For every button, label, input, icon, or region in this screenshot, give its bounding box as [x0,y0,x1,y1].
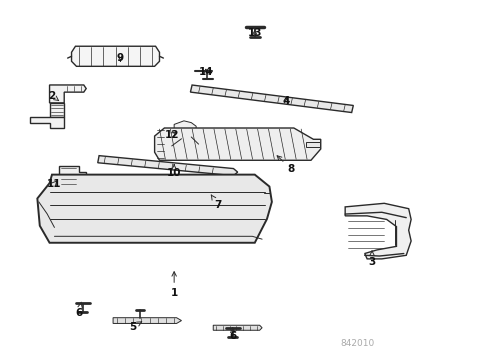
Polygon shape [30,117,64,128]
Text: 842010: 842010 [340,339,374,348]
Text: 6: 6 [229,328,236,341]
Text: 8: 8 [277,156,295,174]
Text: 7: 7 [211,195,222,210]
Text: 1: 1 [171,272,178,298]
Text: 12: 12 [165,130,179,140]
Polygon shape [49,85,86,103]
Text: 9: 9 [117,53,124,63]
Polygon shape [306,142,320,147]
Polygon shape [37,175,272,243]
Text: 3: 3 [368,251,376,267]
Polygon shape [213,325,262,330]
Polygon shape [72,46,159,66]
Text: 2: 2 [49,91,59,101]
Text: 5: 5 [129,322,142,332]
Polygon shape [49,103,64,117]
Text: 4: 4 [283,96,290,106]
Text: 14: 14 [198,67,213,77]
Polygon shape [345,203,411,259]
Polygon shape [59,166,86,186]
Polygon shape [155,128,321,160]
Polygon shape [98,156,238,176]
Text: 11: 11 [47,179,62,189]
Polygon shape [113,318,181,323]
Text: 6: 6 [75,302,82,318]
Text: 13: 13 [247,28,262,38]
Text: 10: 10 [167,165,181,178]
Polygon shape [191,85,353,113]
Polygon shape [174,121,196,140]
